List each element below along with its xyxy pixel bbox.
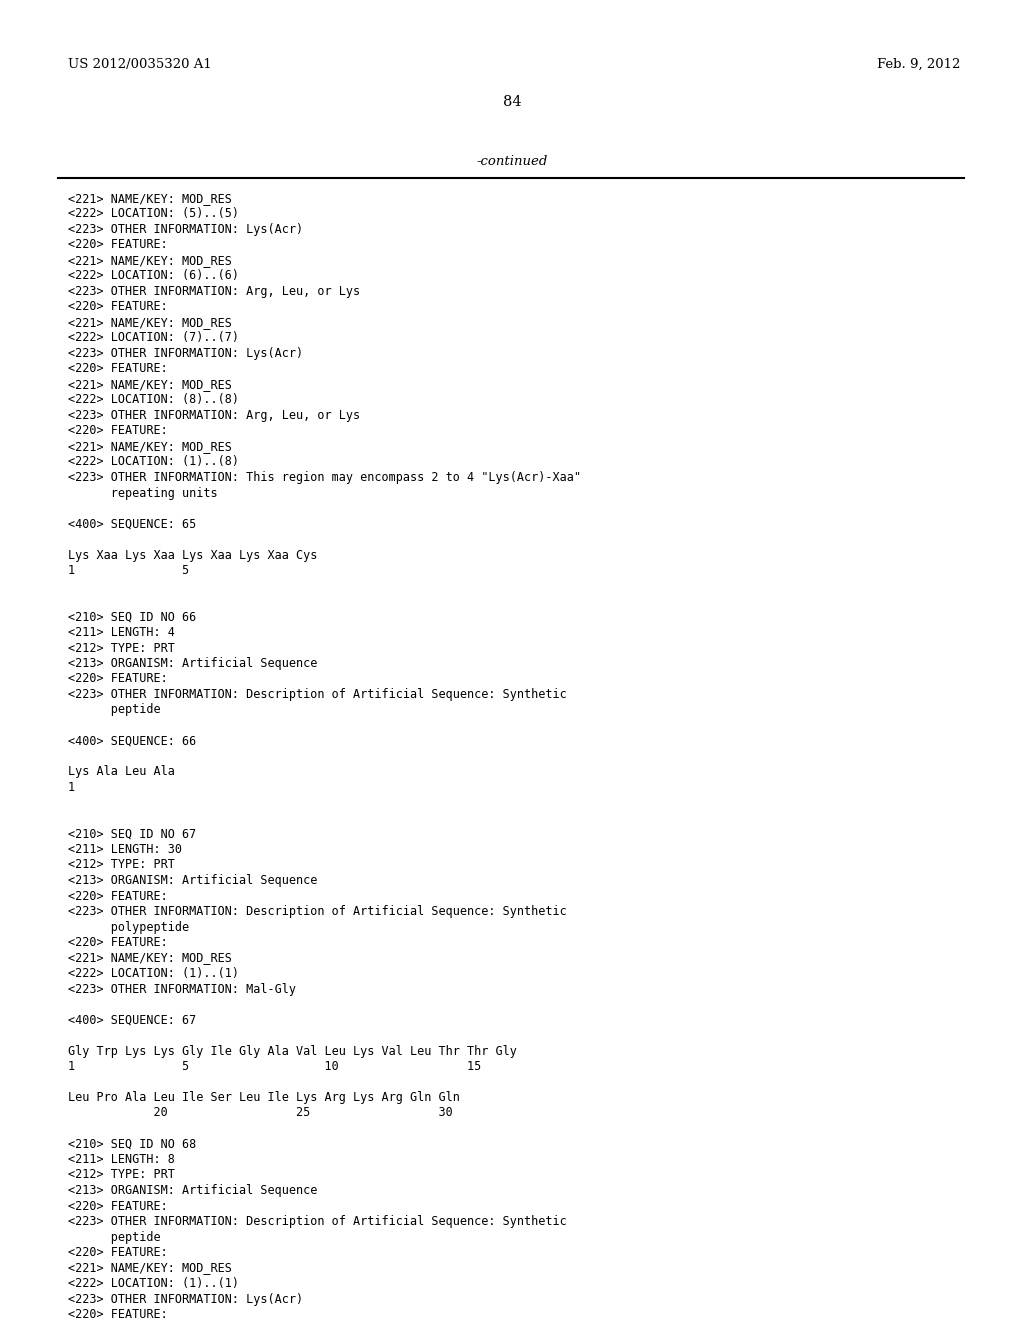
Text: <210> SEQ ID NO 68: <210> SEQ ID NO 68 (68, 1138, 197, 1151)
Text: <223> OTHER INFORMATION: Description of Artificial Sequence: Synthetic: <223> OTHER INFORMATION: Description of … (68, 1214, 566, 1228)
Text: Leu Pro Ala Leu Ile Ser Leu Ile Lys Arg Lys Arg Gln Gln: Leu Pro Ala Leu Ile Ser Leu Ile Lys Arg … (68, 1092, 460, 1104)
Text: peptide: peptide (68, 1230, 161, 1243)
Text: <222> LOCATION: (7)..(7): <222> LOCATION: (7)..(7) (68, 331, 239, 345)
Text: <222> LOCATION: (1)..(8): <222> LOCATION: (1)..(8) (68, 455, 239, 469)
Text: <223> OTHER INFORMATION: Lys(Acr): <223> OTHER INFORMATION: Lys(Acr) (68, 1292, 303, 1305)
Text: <211> LENGTH: 30: <211> LENGTH: 30 (68, 843, 182, 855)
Text: <213> ORGANISM: Artificial Sequence: <213> ORGANISM: Artificial Sequence (68, 874, 317, 887)
Text: <223> OTHER INFORMATION: Arg, Leu, or Lys: <223> OTHER INFORMATION: Arg, Leu, or Ly… (68, 285, 360, 298)
Text: <221> NAME/KEY: MOD_RES: <221> NAME/KEY: MOD_RES (68, 315, 231, 329)
Text: <221> NAME/KEY: MOD_RES: <221> NAME/KEY: MOD_RES (68, 253, 231, 267)
Text: <222> LOCATION: (8)..(8): <222> LOCATION: (8)..(8) (68, 393, 239, 407)
Text: <220> FEATURE:: <220> FEATURE: (68, 672, 168, 685)
Text: Lys Ala Leu Ala: Lys Ala Leu Ala (68, 766, 175, 779)
Text: <222> LOCATION: (1)..(1): <222> LOCATION: (1)..(1) (68, 968, 239, 979)
Text: 1               5: 1 5 (68, 564, 189, 577)
Text: <221> NAME/KEY: MOD_RES: <221> NAME/KEY: MOD_RES (68, 952, 231, 965)
Text: 20                  25                  30: 20 25 30 (68, 1106, 453, 1119)
Text: <221> NAME/KEY: MOD_RES: <221> NAME/KEY: MOD_RES (68, 1262, 231, 1275)
Text: 1               5                   10                  15: 1 5 10 15 (68, 1060, 481, 1073)
Text: -continued: -continued (476, 154, 548, 168)
Text: <220> FEATURE:: <220> FEATURE: (68, 1308, 168, 1320)
Text: <400> SEQUENCE: 66: <400> SEQUENCE: 66 (68, 734, 197, 747)
Text: US 2012/0035320 A1: US 2012/0035320 A1 (68, 58, 212, 71)
Text: <210> SEQ ID NO 66: <210> SEQ ID NO 66 (68, 610, 197, 623)
Text: <223> OTHER INFORMATION: Lys(Acr): <223> OTHER INFORMATION: Lys(Acr) (68, 347, 303, 360)
Text: <220> FEATURE:: <220> FEATURE: (68, 301, 168, 314)
Text: <220> FEATURE:: <220> FEATURE: (68, 425, 168, 437)
Text: <220> FEATURE:: <220> FEATURE: (68, 239, 168, 252)
Text: <400> SEQUENCE: 65: <400> SEQUENCE: 65 (68, 517, 197, 531)
Text: <223> OTHER INFORMATION: Mal-Gly: <223> OTHER INFORMATION: Mal-Gly (68, 982, 296, 995)
Text: Lys Xaa Lys Xaa Lys Xaa Lys Xaa Cys: Lys Xaa Lys Xaa Lys Xaa Lys Xaa Cys (68, 549, 317, 561)
Text: <400> SEQUENCE: 67: <400> SEQUENCE: 67 (68, 1014, 197, 1027)
Text: <213> ORGANISM: Artificial Sequence: <213> ORGANISM: Artificial Sequence (68, 657, 317, 671)
Text: <212> TYPE: PRT: <212> TYPE: PRT (68, 858, 175, 871)
Text: Gly Trp Lys Lys Gly Ile Gly Ala Val Leu Lys Val Leu Thr Thr Gly: Gly Trp Lys Lys Gly Ile Gly Ala Val Leu … (68, 1044, 517, 1057)
Text: repeating units: repeating units (68, 487, 218, 499)
Text: <211> LENGTH: 8: <211> LENGTH: 8 (68, 1152, 175, 1166)
Text: 84: 84 (503, 95, 521, 110)
Text: <212> TYPE: PRT: <212> TYPE: PRT (68, 1168, 175, 1181)
Text: <223> OTHER INFORMATION: Arg, Leu, or Lys: <223> OTHER INFORMATION: Arg, Leu, or Ly… (68, 409, 360, 422)
Text: <213> ORGANISM: Artificial Sequence: <213> ORGANISM: Artificial Sequence (68, 1184, 317, 1197)
Text: <220> FEATURE:: <220> FEATURE: (68, 1200, 168, 1213)
Text: <221> NAME/KEY: MOD_RES: <221> NAME/KEY: MOD_RES (68, 440, 231, 453)
Text: <223> OTHER INFORMATION: Description of Artificial Sequence: Synthetic: <223> OTHER INFORMATION: Description of … (68, 906, 566, 917)
Text: <222> LOCATION: (1)..(1): <222> LOCATION: (1)..(1) (68, 1276, 239, 1290)
Text: <223> OTHER INFORMATION: This region may encompass 2 to 4 "Lys(Acr)-Xaa": <223> OTHER INFORMATION: This region may… (68, 471, 581, 484)
Text: <222> LOCATION: (6)..(6): <222> LOCATION: (6)..(6) (68, 269, 239, 282)
Text: Feb. 9, 2012: Feb. 9, 2012 (877, 58, 961, 71)
Text: peptide: peptide (68, 704, 161, 717)
Text: <222> LOCATION: (5)..(5): <222> LOCATION: (5)..(5) (68, 207, 239, 220)
Text: <211> LENGTH: 4: <211> LENGTH: 4 (68, 626, 175, 639)
Text: <223> OTHER INFORMATION: Lys(Acr): <223> OTHER INFORMATION: Lys(Acr) (68, 223, 303, 236)
Text: <220> FEATURE:: <220> FEATURE: (68, 1246, 168, 1259)
Text: <210> SEQ ID NO 67: <210> SEQ ID NO 67 (68, 828, 197, 841)
Text: <212> TYPE: PRT: <212> TYPE: PRT (68, 642, 175, 655)
Text: <220> FEATURE:: <220> FEATURE: (68, 363, 168, 375)
Text: polypeptide: polypeptide (68, 920, 189, 933)
Text: <220> FEATURE:: <220> FEATURE: (68, 890, 168, 903)
Text: <220> FEATURE:: <220> FEATURE: (68, 936, 168, 949)
Text: <223> OTHER INFORMATION: Description of Artificial Sequence: Synthetic: <223> OTHER INFORMATION: Description of … (68, 688, 566, 701)
Text: <221> NAME/KEY: MOD_RES: <221> NAME/KEY: MOD_RES (68, 191, 231, 205)
Text: 1: 1 (68, 781, 75, 795)
Text: <221> NAME/KEY: MOD_RES: <221> NAME/KEY: MOD_RES (68, 378, 231, 391)
